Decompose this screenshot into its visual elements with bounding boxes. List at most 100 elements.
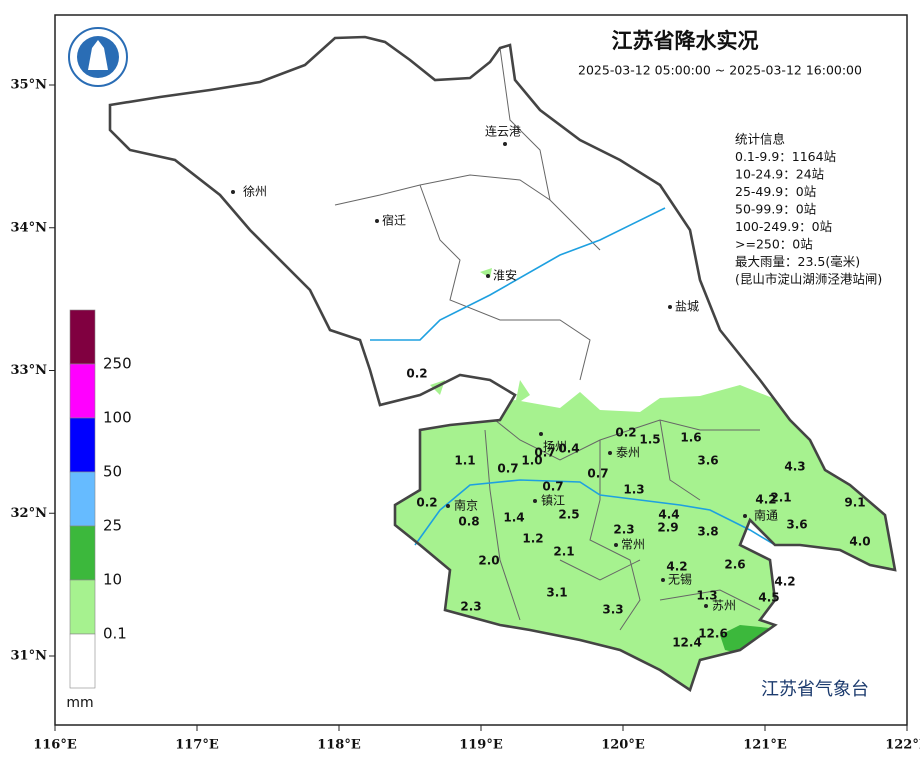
x-tick-label: 122°E (885, 738, 920, 753)
rain-value: 2.3 (613, 523, 634, 537)
logo (68, 27, 128, 87)
city-dot (446, 504, 450, 508)
rain-value: 12.4 (672, 636, 702, 650)
x-tick-label: 120°E (601, 738, 645, 753)
city-name: 扬州 (543, 439, 567, 454)
rain-value: 2.0 (478, 554, 499, 568)
map-title: 江苏省降水实况 (612, 29, 759, 53)
time-range: 2025-03-12 05:00:00 ~ 2025-03-12 16:00:0… (578, 63, 862, 78)
legend-label: 0.1 (103, 625, 127, 643)
rain-value: 0.4 (558, 442, 579, 456)
city-name: 宿迁 (382, 213, 406, 228)
legend-label: 100 (103, 409, 132, 427)
rain-value: 1.2 (522, 532, 543, 546)
stat-line: 10-24.9：24站 (735, 167, 824, 182)
rain-value: 0.7 (534, 446, 555, 460)
rain-value: 0.7 (497, 462, 518, 476)
rain-value: 4.4 (658, 508, 679, 522)
city-dot (704, 604, 708, 608)
city-dot (375, 219, 379, 223)
city-boundaries (334, 47, 761, 631)
rain-value: 3.8 (697, 525, 718, 539)
agency-name: 江苏省气象台 (761, 679, 869, 700)
stat-line: 0.1-9.9：1164站 (735, 149, 836, 164)
x-tick-label: 121°E (743, 738, 787, 753)
rain-patch (430, 268, 530, 405)
rain-value: 4.5 (758, 591, 779, 605)
stat-line: 50-99.9：0站 (735, 202, 816, 217)
x-tick-label: 117°E (175, 738, 219, 753)
rain-value: 2.1 (553, 545, 574, 559)
rain-value: 3.3 (602, 603, 623, 617)
rain-value: 1.5 (639, 433, 660, 447)
x-tick-label: 119°E (459, 738, 503, 753)
stat-line: 最大雨量：23.5(毫米) (735, 254, 860, 269)
rain-value: 1.0 (521, 454, 542, 468)
legend-label: 50 (103, 463, 122, 481)
rain-value: 3.1 (546, 586, 567, 600)
y-tick-label: 31°N (11, 649, 48, 664)
stat-line: 统计信息 (735, 132, 785, 147)
legend-swatch (69, 417, 96, 473)
river (370, 207, 666, 341)
city-dot (668, 305, 672, 309)
rain-value: 4.3 (784, 460, 805, 474)
city-name: 淮安 (493, 268, 517, 283)
legend-unit: mm (66, 695, 93, 711)
rain-value: 0.7 (542, 480, 563, 494)
legend-swatch (69, 525, 96, 581)
city-name: 南京 (454, 498, 478, 513)
x-tick-label: 118°E (317, 738, 361, 753)
y-tick-label: 33°N (11, 363, 48, 378)
city-dot (231, 190, 235, 194)
rain-value: 2.1 (770, 491, 791, 505)
legend-swatch (69, 309, 96, 365)
city-dot (539, 432, 543, 436)
x-tick-label: 116°E (33, 738, 77, 753)
y-tick-label: 32°N (11, 506, 48, 521)
legend-label: 25 (103, 517, 122, 535)
yangtze-river (414, 479, 776, 546)
legend-swatch (69, 633, 96, 689)
city-name: 苏州 (712, 599, 736, 613)
city-dot (743, 514, 747, 518)
stat-line: >=250：0站 (735, 237, 813, 252)
city-name: 泰州 (616, 446, 640, 460)
rain-value: 2.3 (460, 600, 481, 614)
rain-value: 1.6 (680, 431, 701, 445)
rain-value: 2.5 (558, 508, 579, 522)
rain-value: 0.2 (615, 426, 636, 440)
rain-value: 0.2 (416, 496, 437, 510)
legend-swatch (69, 363, 96, 419)
y-tick-label: 34°N (11, 220, 48, 235)
rain-value: 1.3 (623, 483, 644, 497)
city-name: 盐城 (675, 300, 699, 314)
legend-label: 250 (103, 355, 132, 373)
y-tick-label: 35°N (11, 78, 48, 93)
rain-value: 0.2 (406, 367, 427, 381)
city-dot (503, 142, 507, 146)
rain-value: 4.0 (849, 535, 870, 549)
rain-value: 1.1 (454, 454, 475, 468)
rain-value: 4.2 (774, 575, 795, 589)
rain-value: 1.3 (696, 589, 717, 603)
city-name: 镇江 (541, 494, 565, 508)
rain-value: 12.6 (698, 627, 728, 641)
city-name: 常州 (621, 538, 645, 552)
city-name: 无锡 (668, 572, 692, 587)
city-dot (486, 274, 490, 278)
city-dot (533, 499, 537, 503)
rain-value: 2.9 (657, 521, 678, 535)
stat-line: (昆山市淀山湖浉泾港站闸) (735, 272, 882, 287)
rain-value: 3.6 (786, 518, 807, 532)
stat-line: 25-49.9：0站 (735, 184, 816, 199)
rain-value: 2.6 (724, 558, 745, 572)
city-name: 南通 (754, 508, 778, 523)
city-name: 连云港 (485, 124, 521, 139)
city-dot (608, 451, 612, 455)
rain-value: 4.2 (666, 560, 687, 574)
legend-swatch (69, 471, 96, 527)
rain-value: 3.6 (697, 454, 718, 468)
rain-value: 9.1 (844, 496, 865, 510)
stat-line: 100-249.9：0站 (735, 219, 832, 234)
